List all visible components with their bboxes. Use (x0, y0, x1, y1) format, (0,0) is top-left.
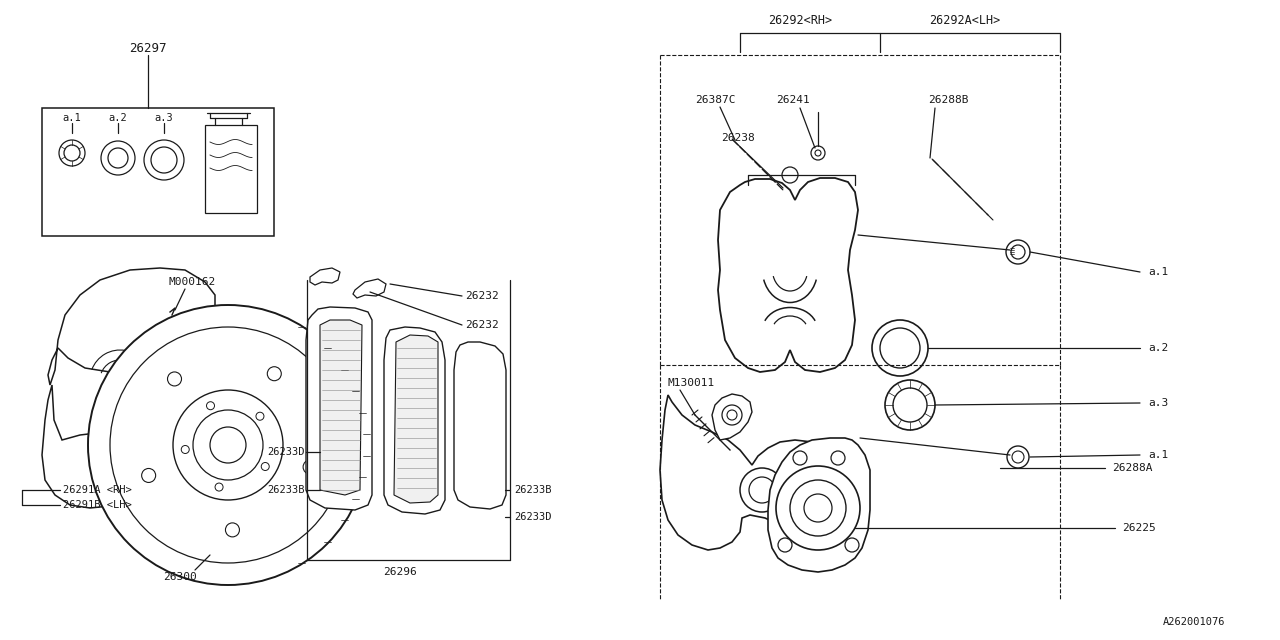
Text: 26291A <RH>: 26291A <RH> (63, 485, 132, 495)
Circle shape (173, 390, 283, 500)
Text: 26225: 26225 (1123, 523, 1156, 533)
Circle shape (722, 405, 742, 425)
Polygon shape (718, 178, 858, 372)
Text: 26288A: 26288A (1112, 463, 1152, 473)
Polygon shape (712, 394, 753, 440)
Circle shape (88, 305, 369, 585)
Text: 26232: 26232 (465, 320, 499, 330)
Text: A262001076: A262001076 (1162, 617, 1225, 627)
Text: a.1: a.1 (1148, 450, 1169, 460)
Polygon shape (454, 342, 506, 509)
Text: a.3: a.3 (155, 113, 173, 123)
Text: 26387C: 26387C (695, 95, 736, 105)
Circle shape (790, 480, 846, 536)
Text: a.3: a.3 (1148, 398, 1169, 408)
Polygon shape (320, 320, 362, 495)
Circle shape (872, 320, 928, 376)
Text: 26238: 26238 (721, 133, 755, 143)
Text: 26241: 26241 (776, 95, 810, 105)
Polygon shape (49, 268, 215, 385)
Text: 26232: 26232 (465, 291, 499, 301)
Text: M000162: M000162 (169, 277, 215, 287)
Circle shape (193, 410, 262, 480)
Circle shape (1007, 446, 1029, 468)
Circle shape (812, 146, 826, 160)
Circle shape (884, 380, 934, 430)
Circle shape (794, 451, 806, 465)
Text: a.1: a.1 (1148, 267, 1169, 277)
Text: 26233D: 26233D (268, 447, 305, 457)
Circle shape (831, 451, 845, 465)
Circle shape (1006, 240, 1030, 264)
Circle shape (776, 466, 860, 550)
Text: 26233B: 26233B (515, 485, 552, 495)
Text: 26297: 26297 (129, 42, 166, 54)
Polygon shape (310, 268, 340, 285)
Polygon shape (384, 327, 445, 514)
Polygon shape (353, 279, 387, 298)
Polygon shape (42, 385, 220, 508)
Text: M130011: M130011 (668, 378, 716, 388)
Polygon shape (660, 395, 850, 550)
Bar (42, 108, 274, 236)
Text: 26300: 26300 (163, 572, 197, 582)
Text: 26233B: 26233B (268, 485, 305, 495)
Circle shape (881, 328, 920, 368)
Text: 26292A<LH>: 26292A<LH> (929, 13, 1001, 26)
Circle shape (845, 538, 859, 552)
Polygon shape (394, 335, 438, 503)
Bar (205, 125, 257, 213)
Polygon shape (768, 438, 870, 572)
Text: 26296: 26296 (383, 567, 417, 577)
Text: 26292<RH>: 26292<RH> (768, 13, 832, 26)
Text: a.2: a.2 (1148, 343, 1169, 353)
Circle shape (893, 388, 927, 422)
Text: a.1: a.1 (63, 113, 82, 123)
Polygon shape (306, 307, 372, 510)
Circle shape (110, 327, 346, 563)
Circle shape (740, 468, 783, 512)
Text: 26288B: 26288B (928, 95, 969, 105)
Text: 26291B <LH>: 26291B <LH> (63, 500, 132, 510)
Circle shape (778, 538, 792, 552)
Text: a.2: a.2 (109, 113, 128, 123)
Text: 26233D: 26233D (515, 512, 552, 522)
